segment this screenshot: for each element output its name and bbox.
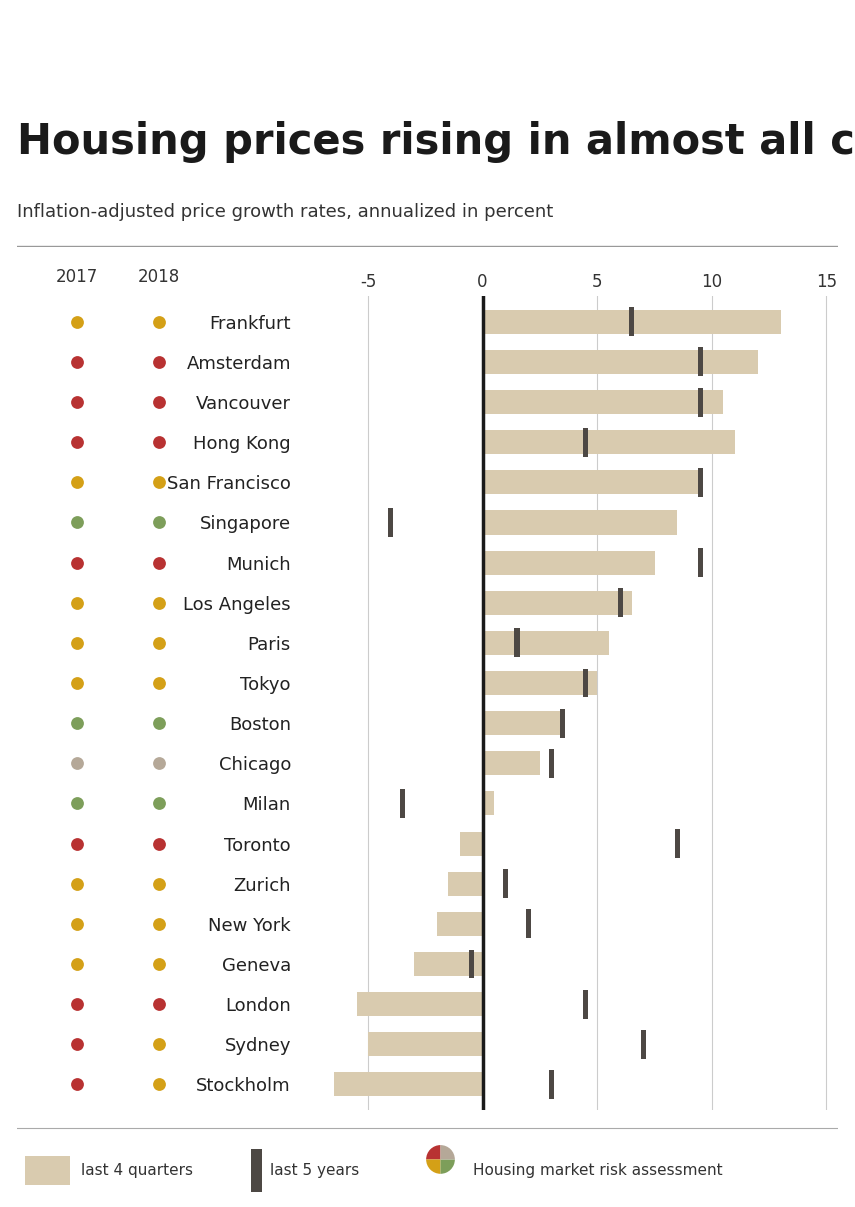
Bar xyxy=(549,1069,554,1098)
Point xyxy=(70,1034,84,1054)
Text: last 5 years: last 5 years xyxy=(270,1162,359,1178)
Point xyxy=(70,432,84,451)
Bar xyxy=(583,669,588,698)
Bar xyxy=(583,427,588,456)
Point xyxy=(152,1034,166,1054)
Bar xyxy=(333,1072,482,1096)
Bar xyxy=(482,430,734,454)
Bar xyxy=(482,511,677,535)
Bar xyxy=(675,829,680,858)
Point xyxy=(152,794,166,814)
Point xyxy=(152,513,166,532)
Bar xyxy=(617,588,622,617)
Bar xyxy=(482,590,632,614)
Point xyxy=(70,995,84,1014)
Point xyxy=(152,914,166,933)
Bar xyxy=(368,1032,482,1056)
Text: 2017: 2017 xyxy=(56,268,98,286)
Bar xyxy=(698,548,703,577)
Text: 2018: 2018 xyxy=(139,268,180,286)
Point xyxy=(152,674,166,693)
Bar xyxy=(503,869,508,898)
Bar xyxy=(482,671,598,695)
Point xyxy=(152,713,166,733)
Point xyxy=(70,352,84,372)
Bar xyxy=(482,350,758,374)
Point xyxy=(152,834,166,853)
Point xyxy=(152,352,166,372)
Bar xyxy=(698,468,703,497)
Bar xyxy=(698,387,703,416)
Bar xyxy=(482,751,540,775)
Bar xyxy=(482,550,655,575)
Point xyxy=(70,955,84,974)
Bar xyxy=(437,911,482,935)
Bar xyxy=(640,1030,646,1059)
Point xyxy=(152,593,166,612)
Point xyxy=(152,432,166,451)
Bar xyxy=(482,310,781,334)
Point xyxy=(70,593,84,612)
Point xyxy=(152,1074,166,1094)
Point xyxy=(70,513,84,532)
Bar xyxy=(482,792,494,816)
Bar xyxy=(448,871,482,896)
Bar xyxy=(357,992,482,1016)
Point xyxy=(70,674,84,693)
Bar xyxy=(400,789,405,818)
Bar xyxy=(482,711,563,735)
Bar xyxy=(469,950,474,979)
Point xyxy=(70,634,84,653)
Wedge shape xyxy=(440,1160,455,1174)
Text: Housing market risk assessment: Housing market risk assessment xyxy=(473,1162,722,1178)
Bar xyxy=(482,471,700,495)
Point xyxy=(70,874,84,893)
Point xyxy=(70,473,84,492)
Point xyxy=(152,753,166,772)
FancyBboxPatch shape xyxy=(26,1156,70,1185)
Point xyxy=(70,914,84,933)
Bar xyxy=(698,348,703,377)
Wedge shape xyxy=(440,1145,455,1160)
Wedge shape xyxy=(426,1160,440,1174)
Point xyxy=(70,1074,84,1094)
Point xyxy=(152,392,166,412)
Bar xyxy=(629,308,634,337)
FancyBboxPatch shape xyxy=(251,1149,262,1191)
Bar xyxy=(526,909,531,938)
Bar xyxy=(583,990,588,1019)
Point xyxy=(70,753,84,772)
Point xyxy=(152,553,166,572)
Text: last 4 quarters: last 4 quarters xyxy=(81,1162,193,1178)
Bar xyxy=(482,390,723,414)
Bar xyxy=(414,952,482,976)
Wedge shape xyxy=(426,1145,440,1160)
Bar xyxy=(460,832,482,856)
Point xyxy=(70,392,84,412)
Text: Housing prices rising in almost all cities: Housing prices rising in almost all citi… xyxy=(17,121,855,163)
Point xyxy=(70,313,84,332)
Point xyxy=(70,834,84,853)
Bar xyxy=(549,748,554,777)
Bar xyxy=(560,709,565,737)
Point xyxy=(152,955,166,974)
Text: Inflation-adjusted price growth rates, annualized in percent: Inflation-adjusted price growth rates, a… xyxy=(17,203,553,221)
Point xyxy=(70,794,84,814)
Point xyxy=(152,313,166,332)
Point xyxy=(152,995,166,1014)
Bar xyxy=(388,508,393,537)
Point xyxy=(70,553,84,572)
Point xyxy=(152,634,166,653)
Point xyxy=(152,874,166,893)
Point xyxy=(70,713,84,733)
Bar xyxy=(482,631,609,655)
Bar xyxy=(515,629,520,658)
Point xyxy=(152,473,166,492)
